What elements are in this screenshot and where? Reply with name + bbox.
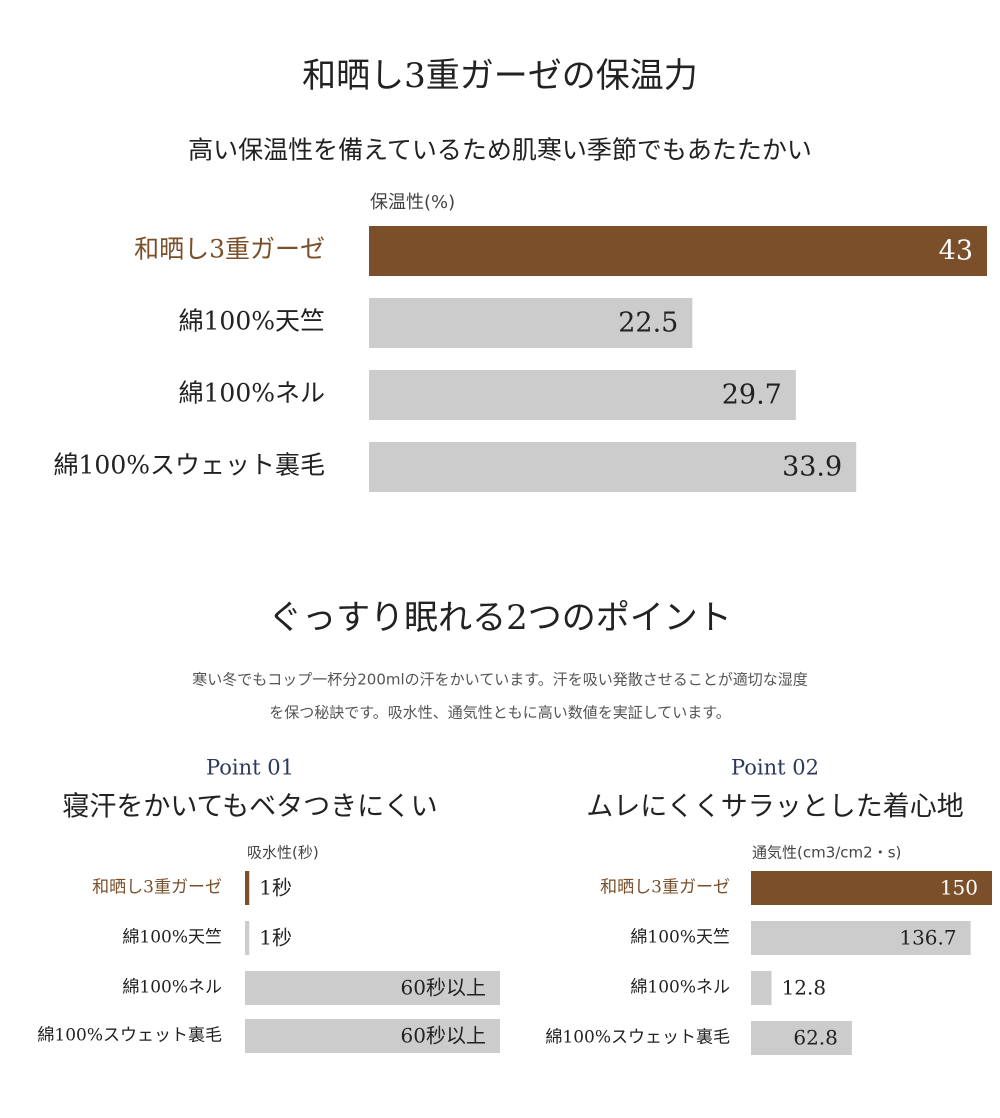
bar (369, 226, 987, 276)
category-label: 綿100%ネル (630, 978, 730, 998)
category-label: 綿100%スウェット裏毛 (545, 1027, 730, 1048)
value-label: 60秒以上 (401, 1024, 486, 1048)
category-label: 和晒し3重ガーゼ (134, 235, 325, 264)
paragraph-line: 寒い冬でもコップ一杯分200mlの汗をかいています。汗を吸い発散させることが適切… (192, 671, 807, 689)
axis-label: 吸水性(秒) (247, 844, 319, 862)
value-label: 33.9 (782, 452, 842, 483)
bar (245, 921, 250, 955)
value-label: 22.5 (618, 308, 678, 339)
bar (751, 871, 992, 905)
axis-label: 保温性(%) (370, 192, 455, 213)
bar (751, 971, 772, 1005)
paragraph-line: を保つ秘訣です。吸水性、通気性ともに高い数値を実証しています。 (269, 704, 731, 722)
value-label: 1秒 (259, 876, 292, 900)
value-label: 62.8 (793, 1026, 838, 1050)
bar (751, 921, 971, 955)
value-label: 150 (940, 876, 978, 900)
category-label: 和晒し3重ガーゼ (600, 878, 730, 898)
bar (245, 871, 250, 905)
category-label: 綿100%天竺 (122, 928, 222, 948)
chart-title: ムレにくくサラッとした着心地 (586, 792, 963, 823)
value-label: 12.8 (782, 976, 827, 1000)
value-label: 29.7 (722, 380, 782, 411)
category-label: 綿100%ネル (179, 379, 325, 408)
category-label: 綿100%天竺 (630, 928, 730, 948)
category-label: 綿100%スウェット裏毛 (37, 1025, 222, 1046)
category-label: 綿100%スウェット裏毛 (54, 451, 325, 480)
bar (245, 971, 500, 1005)
chart-title: 和晒し3重ガーゼの保温力 (302, 56, 698, 96)
section-title: ぐっすり眠れる2つのポイント (268, 598, 732, 638)
category-label: 和晒し3重ガーゼ (92, 878, 222, 898)
bar (751, 1021, 852, 1055)
value-label: 60秒以上 (401, 976, 486, 1000)
bar (245, 1019, 500, 1053)
value-label: 1秒 (259, 926, 292, 950)
bar (369, 370, 796, 420)
chart-subtitle: 高い保温性を備えているため肌寒い季節でもあたたかい (188, 136, 812, 165)
category-label: 綿100%天竺 (179, 307, 325, 336)
point-label: Point 02 (731, 756, 819, 780)
bar (369, 298, 693, 348)
point-label: Point 01 (206, 756, 294, 780)
axis-label: 通気性(cm3/cm2・s) (752, 844, 901, 862)
chart-title: 寝汗をかいてもベタつきにくい (62, 792, 437, 823)
category-label: 綿100%ネル (122, 978, 222, 998)
value-label: 136.7 (899, 926, 956, 950)
value-label: 43 (939, 236, 973, 267)
bar (369, 442, 857, 492)
